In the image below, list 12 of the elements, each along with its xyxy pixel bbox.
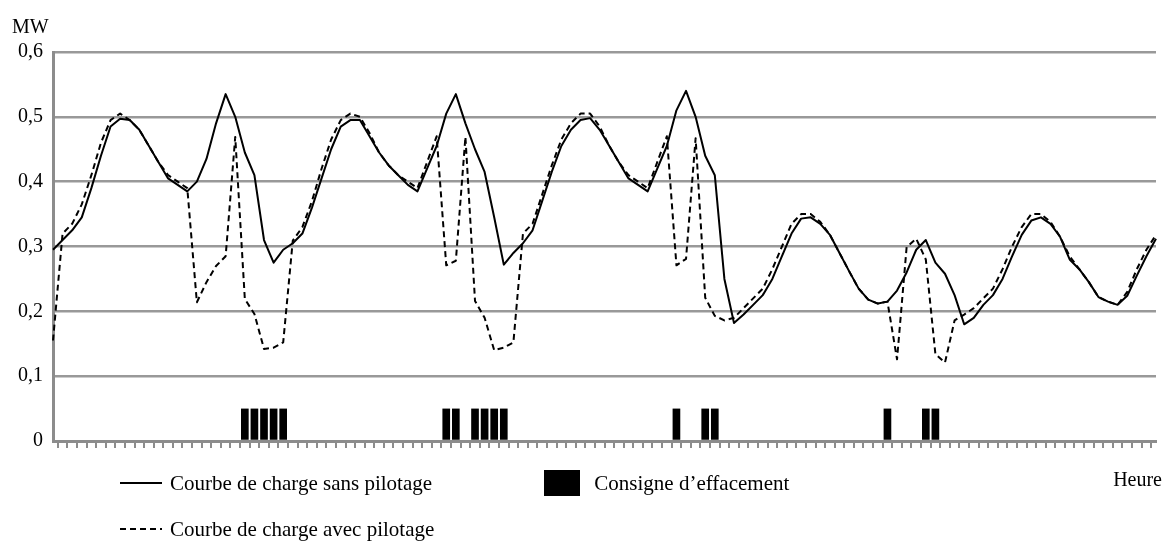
y-tick-label: 0,2 bbox=[18, 298, 43, 321]
y-tick-label: 0,5 bbox=[18, 104, 43, 127]
y-tick-label: 0,4 bbox=[18, 168, 43, 191]
x-axis-title: Heure bbox=[1113, 468, 1163, 491]
y-axis-title: MW bbox=[12, 15, 49, 38]
y-tick-label: 0,3 bbox=[18, 233, 43, 256]
legend-label: Consigne d’effacement bbox=[594, 470, 790, 496]
y-tick-label: 0,1 bbox=[18, 363, 43, 386]
y-tick-label: 0 bbox=[33, 428, 43, 451]
legend-label: Courbe de charge avec pilotage bbox=[170, 516, 435, 542]
legend-label: Courbe de charge sans pilotage bbox=[170, 470, 433, 496]
y-tick-label: 0,6 bbox=[18, 39, 43, 62]
